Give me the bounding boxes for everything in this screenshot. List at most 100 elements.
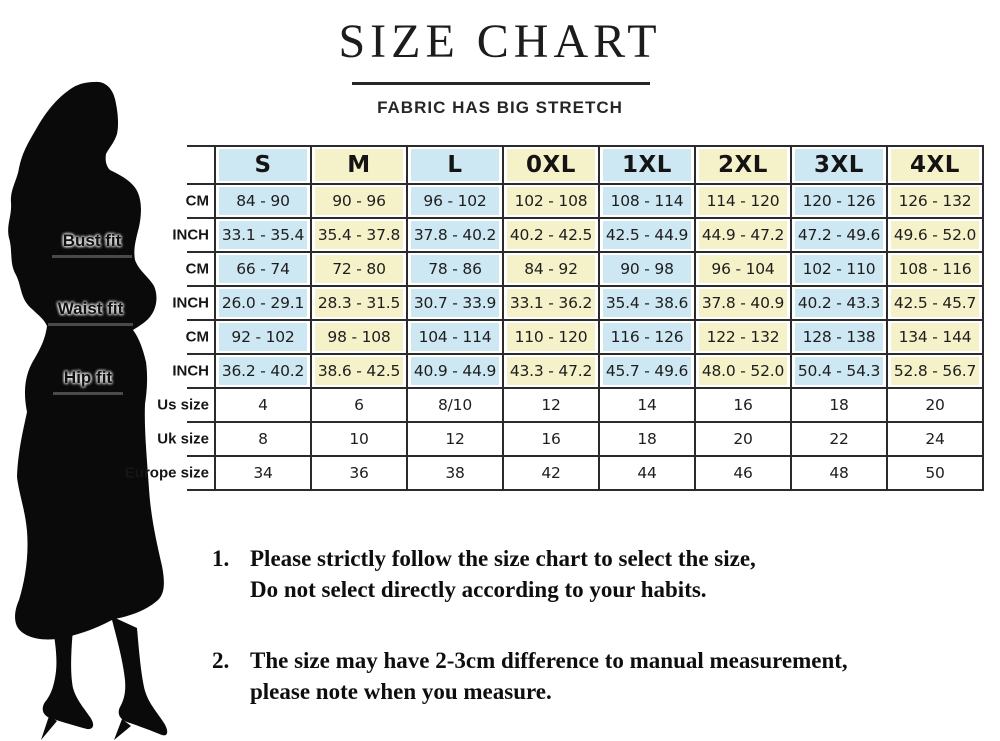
cell: 128 - 138	[790, 319, 888, 355]
cell: 108 - 116	[886, 251, 984, 287]
cell: 40.2 - 43.3	[790, 285, 888, 321]
cell: 16	[694, 387, 792, 423]
cell: 120 - 126	[790, 183, 888, 219]
note-number: 2.	[212, 648, 230, 673]
cell: 108 - 114	[598, 183, 696, 219]
row-label: CM	[186, 319, 216, 355]
cell: 37.8 - 40.9	[694, 285, 792, 321]
cell: 34	[214, 455, 312, 491]
note-text: Please strictly follow the size chart to…	[250, 546, 756, 602]
hip-inch-row: INCH 36.2 - 40.2 38.6 - 42.5 40.9 - 44.9…	[172, 353, 984, 389]
corner-cell	[187, 145, 216, 185]
row-label: Us size	[157, 387, 216, 423]
cell: 10	[310, 421, 408, 457]
row-label: CM	[186, 251, 216, 287]
cell: 14	[598, 387, 696, 423]
cell: 104 - 114	[406, 319, 504, 355]
europe-size-row: Europe size 34 36 38 42 44 46 48 50	[125, 455, 984, 491]
cell: 98 - 108	[310, 319, 408, 355]
cell: 45.7 - 49.6	[598, 353, 696, 389]
cell: 102 - 110	[790, 251, 888, 287]
waist-cm-row: CM 66 - 74 72 - 80 78 - 86 84 - 92 90 - …	[186, 251, 984, 287]
page-title: SIZE CHART	[338, 15, 662, 68]
size-table: S M L 0XL 1XL 2XL 3XL 4XL CM 84 - 90 90 …	[125, 145, 984, 491]
cell: 38	[406, 455, 504, 491]
bust-cm-row: CM 84 - 90 90 - 96 96 - 102 102 - 108 10…	[186, 183, 984, 219]
bust-inch-row: INCH 33.1 - 35.4 35.4 - 37.8 37.8 - 40.2…	[172, 217, 984, 253]
cell: 92 - 102	[214, 319, 312, 355]
cell: 72 - 80	[310, 251, 408, 287]
row-label: INCH	[172, 353, 216, 389]
cell: 18	[790, 387, 888, 423]
cell: 122 - 132	[694, 319, 792, 355]
cell: 37.8 - 40.2	[406, 217, 504, 253]
cell: 66 - 74	[214, 251, 312, 287]
hip-cm-row: CM 92 - 102 98 - 108 104 - 114 110 - 120…	[186, 319, 984, 355]
cell: 42	[502, 455, 600, 491]
cell: 96 - 102	[406, 183, 504, 219]
cell: 90 - 96	[310, 183, 408, 219]
cell: 50	[886, 455, 984, 491]
size-header: 2XL	[694, 145, 792, 185]
waist-fit-label: Waist fit	[48, 299, 133, 326]
cell: 35.4 - 38.6	[598, 285, 696, 321]
title-underline	[352, 82, 650, 85]
cell: 47.2 - 49.6	[790, 217, 888, 253]
cell: 24	[886, 421, 984, 457]
cell: 16	[502, 421, 600, 457]
cell: 134 - 144	[886, 319, 984, 355]
cell: 22	[790, 421, 888, 457]
cell: 44.9 - 47.2	[694, 217, 792, 253]
cell: 48	[790, 455, 888, 491]
row-label: Europe size	[125, 455, 216, 491]
note-text: The size may have 2-3cm difference to ma…	[250, 648, 848, 704]
cell: 8/10	[406, 387, 504, 423]
cell: 126 - 132	[886, 183, 984, 219]
note-2: 2. The size may have 2-3cm difference to…	[212, 645, 972, 707]
cell: 35.4 - 37.8	[310, 217, 408, 253]
size-header: S	[214, 145, 312, 185]
size-header: 0XL	[502, 145, 600, 185]
cell: 20	[694, 421, 792, 457]
cell: 28.3 - 31.5	[310, 285, 408, 321]
bust-fit-label: Bust fit	[52, 231, 132, 258]
cell: 36.2 - 40.2	[214, 353, 312, 389]
cell: 78 - 86	[406, 251, 504, 287]
cell: 40.2 - 42.5	[502, 217, 600, 253]
cell: 49.6 - 52.0	[886, 217, 984, 253]
cell: 84 - 92	[502, 251, 600, 287]
hip-fit-label: Hip fit	[53, 368, 123, 395]
size-header: 1XL	[598, 145, 696, 185]
cell: 96 - 104	[694, 251, 792, 287]
size-header: 4XL	[886, 145, 984, 185]
cell: 102 - 108	[502, 183, 600, 219]
cell: 8	[214, 421, 312, 457]
cell: 38.6 - 42.5	[310, 353, 408, 389]
page-subtitle: FABRIC HAS BIG STRETCH	[377, 98, 623, 117]
us-size-row: Us size 4 6 8/10 12 14 16 18 20	[157, 387, 984, 423]
cell: 12	[406, 421, 504, 457]
cell: 26.0 - 29.1	[214, 285, 312, 321]
row-label: INCH	[172, 285, 216, 321]
size-header: 3XL	[790, 145, 888, 185]
cell: 30.7 - 33.9	[406, 285, 504, 321]
size-header: M	[310, 145, 408, 185]
cell: 84 - 90	[214, 183, 312, 219]
cell: 18	[598, 421, 696, 457]
size-header: L	[406, 145, 504, 185]
cell: 90 - 98	[598, 251, 696, 287]
cell: 20	[886, 387, 984, 423]
note-1: 1. Please strictly follow the size chart…	[212, 543, 972, 605]
note-number: 1.	[212, 546, 230, 571]
cell: 110 - 120	[502, 319, 600, 355]
uk-size-row: Uk size 8 10 12 16 18 20 22 24	[157, 421, 984, 457]
row-label: INCH	[172, 217, 216, 253]
notes-section: 1. Please strictly follow the size chart…	[212, 543, 972, 707]
cell: 44	[598, 455, 696, 491]
cell: 36	[310, 455, 408, 491]
cell: 40.9 - 44.9	[406, 353, 504, 389]
cell: 12	[502, 387, 600, 423]
row-label: Uk size	[157, 421, 216, 457]
cell: 42.5 - 44.9	[598, 217, 696, 253]
